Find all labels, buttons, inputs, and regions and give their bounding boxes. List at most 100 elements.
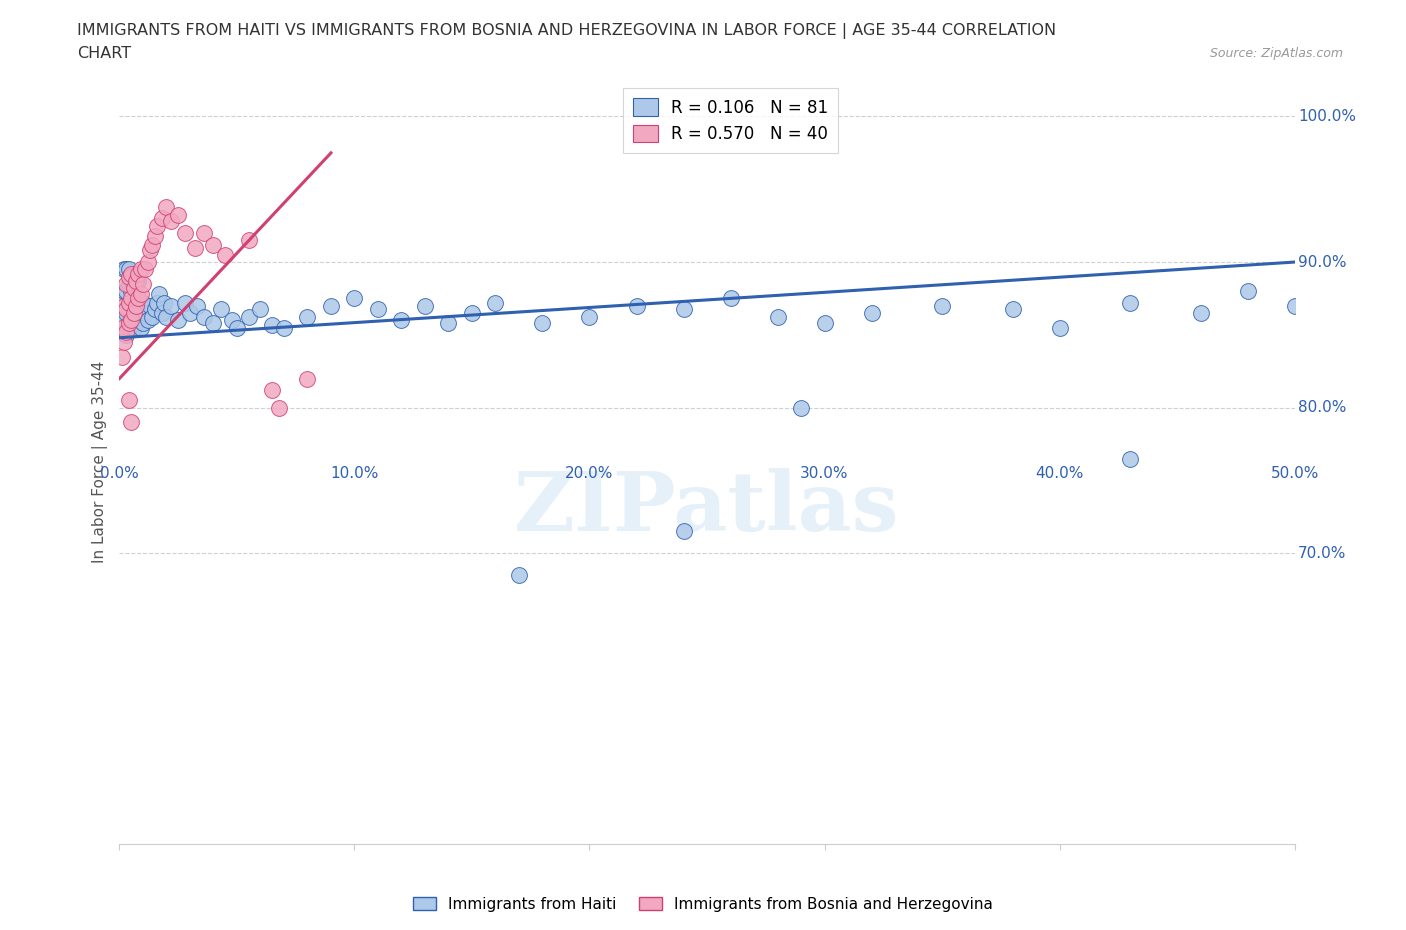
Point — [508, 567, 530, 582]
Point — [146, 219, 169, 233]
Point — [120, 266, 142, 281]
Point — [122, 266, 145, 281]
Point — [249, 301, 271, 316]
Point — [127, 294, 149, 309]
Point — [209, 301, 232, 316]
Point — [139, 299, 162, 313]
Point — [531, 316, 554, 331]
Point — [391, 312, 413, 327]
Point — [221, 312, 243, 327]
Text: ZIPatlas: ZIPatlas — [515, 468, 900, 548]
Point — [115, 327, 138, 342]
Point — [115, 301, 138, 316]
Point — [112, 312, 135, 327]
Point — [125, 316, 148, 331]
Point — [127, 312, 149, 327]
Text: 100.0%: 100.0% — [1298, 109, 1357, 124]
Point — [122, 306, 145, 321]
Point — [319, 299, 342, 313]
Point — [186, 299, 208, 313]
Point — [155, 199, 177, 214]
Point — [125, 276, 148, 291]
Point — [115, 276, 138, 291]
Point — [115, 262, 138, 277]
Text: 0.0%: 0.0% — [100, 466, 139, 481]
Point — [129, 320, 152, 335]
Point — [112, 335, 135, 350]
Point — [193, 310, 215, 325]
Text: 90.0%: 90.0% — [1298, 255, 1347, 270]
Point — [125, 296, 148, 311]
Point — [120, 291, 142, 306]
Point — [262, 317, 284, 332]
Point — [343, 291, 366, 306]
Point — [1119, 451, 1142, 466]
Point — [112, 284, 135, 299]
Point — [179, 306, 201, 321]
Point — [1189, 306, 1212, 321]
Point — [115, 325, 138, 339]
Point — [461, 306, 484, 321]
Point — [202, 316, 225, 331]
Point — [193, 225, 215, 240]
Point — [297, 371, 319, 386]
Y-axis label: In Labor Force | Age 35-44: In Labor Force | Age 35-44 — [93, 361, 108, 564]
Point — [132, 276, 155, 291]
Point — [129, 262, 152, 277]
Point — [143, 229, 166, 244]
Point — [120, 269, 142, 284]
Point — [112, 299, 135, 313]
Point — [118, 269, 141, 284]
Point — [183, 240, 205, 255]
Text: Source: ZipAtlas.com: Source: ZipAtlas.com — [1209, 46, 1343, 60]
Point — [672, 524, 695, 538]
Point — [122, 281, 145, 296]
Point — [167, 312, 190, 327]
Point — [367, 301, 389, 316]
Point — [150, 306, 173, 321]
Point — [125, 299, 148, 313]
Point — [273, 320, 295, 335]
Point — [139, 243, 162, 258]
Point — [672, 301, 695, 316]
Point — [136, 255, 159, 270]
Point — [160, 299, 183, 313]
Point — [578, 310, 600, 325]
Text: 70.0%: 70.0% — [1298, 546, 1347, 561]
Point — [1236, 284, 1258, 299]
Point — [790, 400, 813, 415]
Point — [122, 299, 145, 313]
Text: CHART: CHART — [77, 46, 131, 61]
Point — [127, 291, 149, 306]
Point — [226, 320, 249, 335]
Point — [1284, 299, 1306, 313]
Point — [262, 383, 284, 398]
Point — [120, 320, 142, 335]
Point — [174, 296, 197, 311]
Point — [1049, 320, 1071, 335]
Point — [132, 296, 155, 311]
Point — [122, 281, 145, 296]
Point — [118, 316, 141, 331]
Point — [141, 310, 163, 325]
Point — [141, 237, 163, 252]
Point — [111, 350, 134, 365]
Point — [118, 262, 141, 277]
Text: IMMIGRANTS FROM HAITI VS IMMIGRANTS FROM BOSNIA AND HERZEGOVINA IN LABOR FORCE |: IMMIGRANTS FROM HAITI VS IMMIGRANTS FROM… — [77, 23, 1056, 39]
Point — [134, 306, 156, 321]
Point — [146, 296, 169, 311]
Point — [112, 262, 135, 277]
Text: 10.0%: 10.0% — [330, 466, 378, 481]
Point — [813, 316, 835, 331]
Text: 40.0%: 40.0% — [1035, 466, 1084, 481]
Point — [129, 286, 152, 301]
Point — [860, 306, 883, 321]
Point — [484, 296, 506, 311]
Point — [155, 310, 177, 325]
Point — [1378, 284, 1400, 299]
Point — [214, 247, 236, 262]
Point — [111, 320, 134, 335]
Point — [143, 301, 166, 316]
Text: 20.0%: 20.0% — [565, 466, 613, 481]
Point — [238, 310, 260, 325]
